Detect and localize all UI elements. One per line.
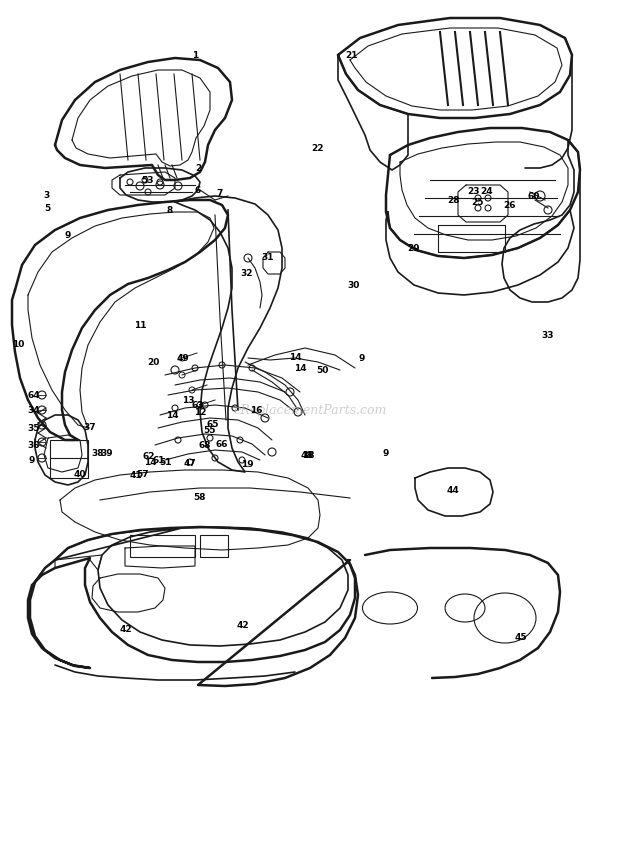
Text: eReplacementParts.com: eReplacementParts.com	[233, 404, 387, 416]
Text: 45: 45	[515, 633, 528, 643]
Text: 34: 34	[28, 405, 40, 415]
Text: 2: 2	[195, 163, 201, 173]
Text: 9: 9	[65, 230, 71, 240]
Text: 21: 21	[346, 50, 358, 60]
Text: 60: 60	[528, 191, 540, 201]
Text: 3: 3	[44, 190, 50, 200]
Text: 13: 13	[182, 395, 194, 405]
Text: 9: 9	[383, 449, 389, 457]
Text: 37: 37	[84, 422, 96, 432]
Text: 53: 53	[141, 175, 153, 184]
Text: 14: 14	[144, 457, 156, 467]
Text: 14: 14	[166, 411, 179, 420]
Text: 20: 20	[147, 358, 159, 366]
Text: 5: 5	[44, 203, 50, 212]
Text: 19: 19	[241, 460, 254, 468]
Text: 42: 42	[237, 620, 249, 630]
Text: 28: 28	[448, 196, 460, 205]
Text: 23: 23	[467, 186, 479, 196]
Text: 55: 55	[204, 426, 216, 434]
Text: 65: 65	[206, 420, 219, 428]
Bar	[50, 440, 88, 478]
Text: 64: 64	[28, 390, 40, 400]
Text: 7: 7	[217, 189, 223, 197]
Text: 61: 61	[153, 456, 166, 464]
Text: 66: 66	[216, 439, 228, 449]
Text: 8: 8	[167, 206, 173, 214]
Text: 11: 11	[134, 320, 146, 330]
Text: 9: 9	[359, 354, 365, 362]
Text: 57: 57	[136, 469, 149, 479]
Text: 62: 62	[143, 451, 155, 461]
Text: 24: 24	[480, 186, 494, 196]
Text: 58: 58	[193, 492, 205, 502]
Text: 48: 48	[301, 450, 313, 460]
Text: 35: 35	[28, 423, 40, 433]
Text: 12: 12	[193, 407, 206, 416]
Text: 26: 26	[503, 201, 516, 209]
Text: 9: 9	[29, 456, 35, 464]
Text: 38: 38	[92, 449, 104, 457]
Text: 41: 41	[130, 471, 143, 479]
Text: 32: 32	[241, 269, 253, 279]
Text: 68: 68	[199, 440, 211, 450]
Text: 14: 14	[289, 353, 301, 361]
Text: 63: 63	[192, 400, 204, 410]
Text: 30: 30	[348, 281, 360, 291]
Text: 29: 29	[408, 243, 420, 252]
Text: 22: 22	[311, 144, 323, 152]
Text: 36: 36	[28, 440, 40, 450]
Text: 51: 51	[159, 457, 171, 467]
Text: 39: 39	[100, 449, 113, 457]
Text: 18: 18	[302, 450, 314, 460]
Text: 31: 31	[262, 253, 274, 263]
Text: 47: 47	[184, 458, 197, 468]
Bar	[130, 535, 195, 557]
Text: 10: 10	[12, 339, 24, 348]
Text: 1: 1	[192, 50, 198, 60]
Text: 40: 40	[74, 469, 86, 479]
Text: 42: 42	[120, 626, 132, 634]
Text: 16: 16	[250, 405, 262, 415]
Text: 25: 25	[472, 197, 484, 207]
Text: 50: 50	[316, 366, 328, 375]
Text: 44: 44	[446, 485, 459, 495]
Text: 14: 14	[294, 364, 306, 372]
Text: 6: 6	[195, 185, 201, 195]
Text: 33: 33	[542, 331, 554, 339]
Text: 49: 49	[177, 354, 189, 362]
Bar	[200, 535, 228, 557]
